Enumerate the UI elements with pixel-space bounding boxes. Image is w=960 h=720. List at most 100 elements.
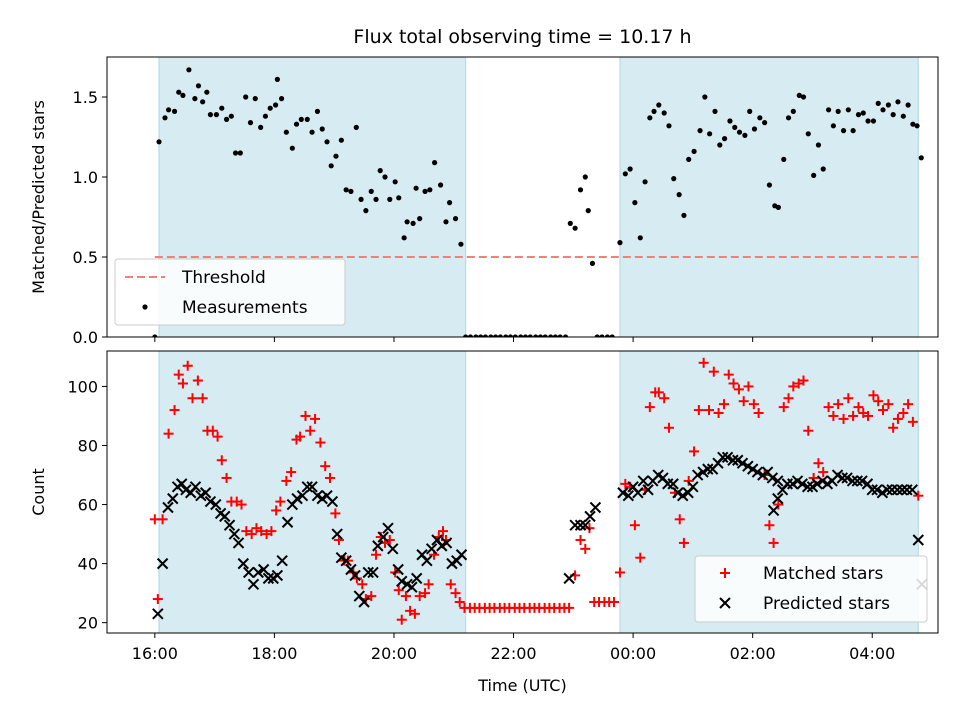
measurement-point xyxy=(274,76,280,82)
matched-star-point xyxy=(663,422,674,433)
x-b xyxy=(331,528,343,540)
predicted-star-point xyxy=(189,481,202,493)
predicted-star-point xyxy=(866,484,878,496)
predicted-star-point xyxy=(156,557,169,570)
x-b xyxy=(152,608,164,620)
measurement-point xyxy=(702,94,708,100)
x-b xyxy=(247,578,260,590)
x-b xyxy=(358,596,370,608)
predicted-star-point xyxy=(232,537,245,549)
x-b xyxy=(791,475,804,487)
x-b xyxy=(574,519,587,531)
matched-star-point xyxy=(197,393,208,404)
measurement-point xyxy=(492,334,499,337)
x-b xyxy=(257,563,270,576)
x-b xyxy=(237,557,250,570)
measurement-point xyxy=(404,219,410,225)
measurement-point xyxy=(432,160,438,166)
measurement-point xyxy=(473,334,479,337)
measurement-point xyxy=(353,124,359,130)
measurement-point xyxy=(293,121,300,127)
x-b xyxy=(276,554,288,567)
matched-star-point xyxy=(182,360,193,371)
measurement-point xyxy=(396,195,402,201)
matched-star-point xyxy=(236,499,247,510)
predicted-star-point xyxy=(642,484,654,496)
predicted-star-point xyxy=(622,489,635,502)
bottom-panel: 20 40 60 80 100 16:00 18:00 20:00 22:00 00:00 02:0… xyxy=(29,350,939,695)
matched-star-point xyxy=(907,416,918,427)
measurement-point xyxy=(747,108,753,114)
matched-star-point xyxy=(883,399,894,410)
matched-star-point xyxy=(564,602,575,613)
predicted-star-point xyxy=(326,495,339,508)
x-b xyxy=(717,451,729,464)
matched-star-point xyxy=(704,405,715,416)
matched-star-point xyxy=(271,505,282,516)
predicted-star-point xyxy=(851,475,863,487)
matched-star-point xyxy=(877,405,888,416)
predicted-star-point xyxy=(199,487,212,499)
measurement-point xyxy=(304,116,310,122)
measurement-point xyxy=(547,334,554,337)
predicted-star-point xyxy=(891,484,904,496)
measurement-point xyxy=(537,334,544,337)
measurement-point xyxy=(918,155,924,161)
predicted-star-point xyxy=(223,519,236,531)
legend-predicted-label: Predicted stars xyxy=(763,594,890,614)
predicted-star-point xyxy=(440,537,453,549)
measurement-point xyxy=(594,334,600,337)
measurement-point xyxy=(681,212,687,218)
matched-star-point xyxy=(713,408,724,419)
measurement-point xyxy=(176,89,182,95)
measurement-point xyxy=(437,182,444,188)
matched-star-point xyxy=(838,413,849,424)
x-b xyxy=(736,457,749,469)
x-b xyxy=(219,510,231,523)
predicted-star-point xyxy=(382,522,394,534)
matched-star-point xyxy=(320,461,331,472)
matched-star-point xyxy=(393,585,404,596)
predicted-star-point xyxy=(455,549,468,561)
matched-star-point xyxy=(371,549,382,560)
x-axis-label: Time (UTC) xyxy=(477,676,566,695)
matched-star-point xyxy=(454,596,465,607)
measurement-point xyxy=(800,94,807,100)
measurement-point xyxy=(333,153,339,159)
measurement-point xyxy=(632,200,638,206)
matched-star-point xyxy=(324,472,335,483)
measurement-point xyxy=(518,334,524,337)
matched-star-point xyxy=(798,375,809,386)
matched-star-point xyxy=(733,384,744,395)
measurement-point xyxy=(589,260,596,266)
predicted-star-point xyxy=(219,510,231,523)
x-b xyxy=(156,557,169,570)
y-tick-label: 60 xyxy=(78,496,98,515)
measurement-point xyxy=(252,96,258,102)
x-b xyxy=(772,475,784,487)
x-b xyxy=(377,531,389,543)
predicted-star-point xyxy=(392,563,404,576)
matched-star-point xyxy=(187,393,198,404)
predicted-star-point xyxy=(176,478,188,490)
plot-area xyxy=(152,57,924,337)
measurement-point xyxy=(805,131,811,137)
measurement-point xyxy=(512,334,518,337)
x-b xyxy=(866,484,878,496)
matched-star-point xyxy=(689,446,700,457)
y-axis-label: Count xyxy=(29,468,48,516)
predicted-star-point xyxy=(167,492,179,505)
predicted-star-point xyxy=(856,475,868,487)
matched-star-point xyxy=(753,408,764,419)
matched-star-point xyxy=(437,526,448,537)
matched-star-point xyxy=(207,425,218,436)
measurement-point xyxy=(195,83,202,89)
measurement-point xyxy=(599,334,605,337)
predicted-star-point xyxy=(276,554,288,567)
x-b xyxy=(632,487,644,499)
measurement-point xyxy=(712,108,718,114)
matched-star-point xyxy=(330,508,341,519)
matched-star-point xyxy=(913,490,924,501)
measurement-point xyxy=(363,208,369,214)
